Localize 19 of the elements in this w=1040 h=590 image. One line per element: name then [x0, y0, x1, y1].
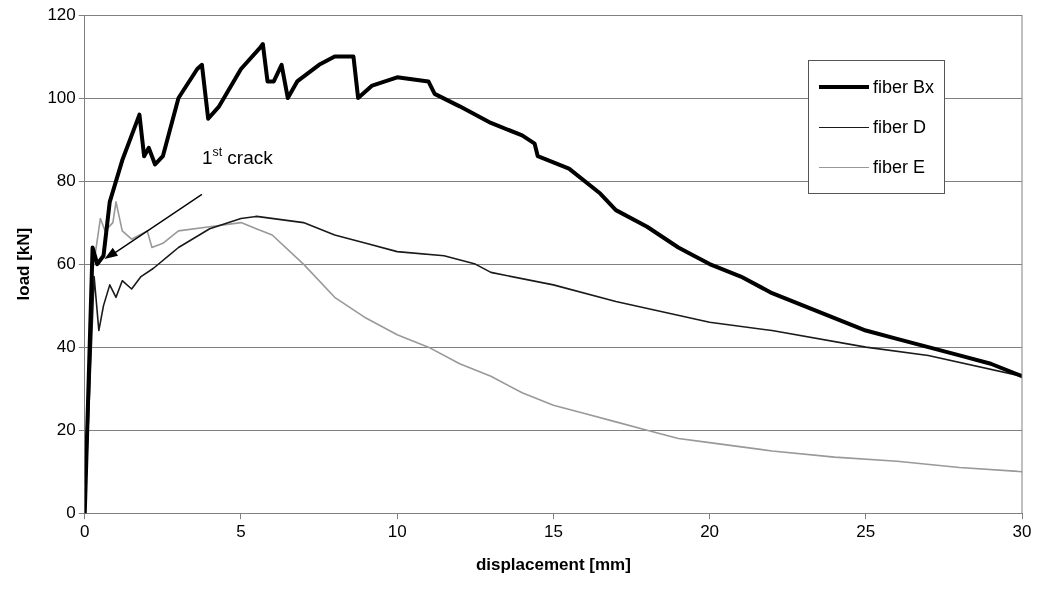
x-tick-label: 0 [80, 522, 90, 542]
y-tick-label: 100 [47, 87, 76, 107]
y-tick-label: 0 [66, 502, 76, 522]
x-tick-label: 10 [387, 522, 407, 542]
legend-label: fiber E [872, 156, 925, 178]
x-tick-label: 5 [236, 522, 246, 542]
y-tick-label: 40 [56, 336, 76, 356]
x-tick-label: 15 [543, 522, 563, 542]
y-tick-label: 60 [56, 253, 76, 273]
legend-label: fiber D [872, 116, 926, 138]
legend-label: fiber Bx [872, 76, 934, 98]
x-tick-label: 20 [700, 522, 720, 542]
x-axis-title: displacement [mm] [475, 555, 631, 575]
x-tick-label: 25 [856, 522, 876, 542]
y-tick-label: 120 [47, 4, 76, 24]
x-tick-label: 30 [1012, 522, 1032, 542]
y-tick-label: 80 [56, 170, 76, 190]
y-tick-label: 20 [56, 419, 76, 439]
y-axis-title: load [kN] [13, 227, 33, 301]
